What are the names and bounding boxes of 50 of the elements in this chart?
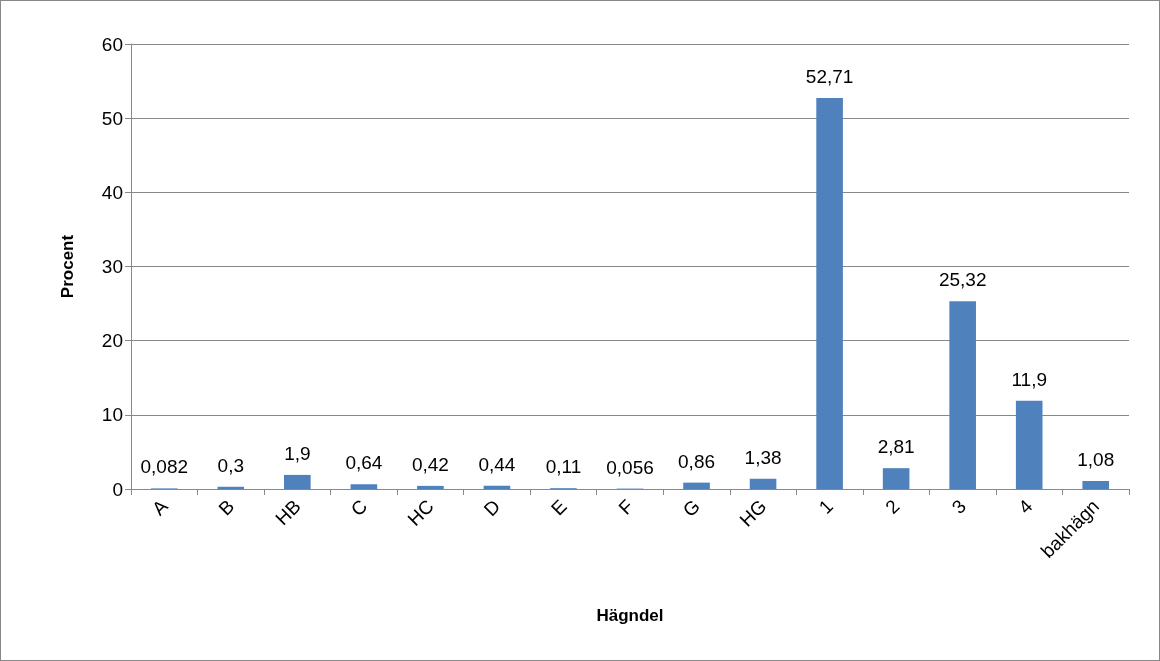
data-label: 0,082 <box>140 456 189 478</box>
x-tick-label: B <box>214 495 239 520</box>
y-tick-label: 60 <box>101 33 123 55</box>
bar <box>217 486 245 489</box>
y-tick-label: 40 <box>101 181 123 203</box>
x-tick-label: G <box>678 495 704 521</box>
x-tick-label: E <box>547 495 571 520</box>
data-label: 1,38 <box>744 446 782 468</box>
data-label: 2,81 <box>877 436 915 458</box>
data-label: 25,32 <box>938 269 987 291</box>
x-tick-label: D <box>479 495 505 521</box>
x-tick-label: F <box>614 495 638 519</box>
bar <box>483 485 511 489</box>
data-label: 0,3 <box>217 454 245 476</box>
data-label: 1,08 <box>1077 448 1115 470</box>
x-tick-label: 2 <box>881 495 904 518</box>
bar <box>816 98 843 489</box>
bar <box>284 474 311 489</box>
y-tick-label: 50 <box>101 107 123 129</box>
x-tick-label: A <box>147 495 172 520</box>
data-label: 0,056 <box>606 456 654 478</box>
data-label: 0,44 <box>478 453 516 475</box>
x-tick-label: HC <box>403 495 438 530</box>
y-tick-label: 20 <box>101 330 123 352</box>
x-axis-title: Hägndel <box>596 606 664 625</box>
x-tick-label: 1 <box>814 495 838 518</box>
bar <box>1015 400 1043 489</box>
data-label: 0,11 <box>545 456 582 478</box>
data-label: 0,86 <box>678 450 716 472</box>
data-label: 1,9 <box>284 442 311 464</box>
data-label: 52,71 <box>805 66 854 88</box>
x-tick-label: HG <box>735 495 771 531</box>
data-label: 0,42 <box>411 453 449 475</box>
x-tick-label: HB <box>271 495 305 530</box>
bar <box>1082 480 1110 489</box>
y-axis-title: Procent <box>58 234 77 299</box>
bar <box>882 468 910 489</box>
x-tick-label: 4 <box>1014 495 1037 518</box>
data-label: 11,9 <box>1011 368 1047 390</box>
y-tick-label: 0 <box>112 478 123 500</box>
bar <box>417 485 444 489</box>
bar <box>350 484 378 489</box>
bar <box>949 301 976 489</box>
bar <box>683 482 710 489</box>
x-tick-label: C <box>346 495 372 521</box>
bar <box>749 478 777 489</box>
y-tick-label: 30 <box>101 256 123 277</box>
x-tick-label: 3 <box>947 495 971 518</box>
y-tick-label: 10 <box>101 404 123 426</box>
data-label: 0,64 <box>345 452 383 474</box>
